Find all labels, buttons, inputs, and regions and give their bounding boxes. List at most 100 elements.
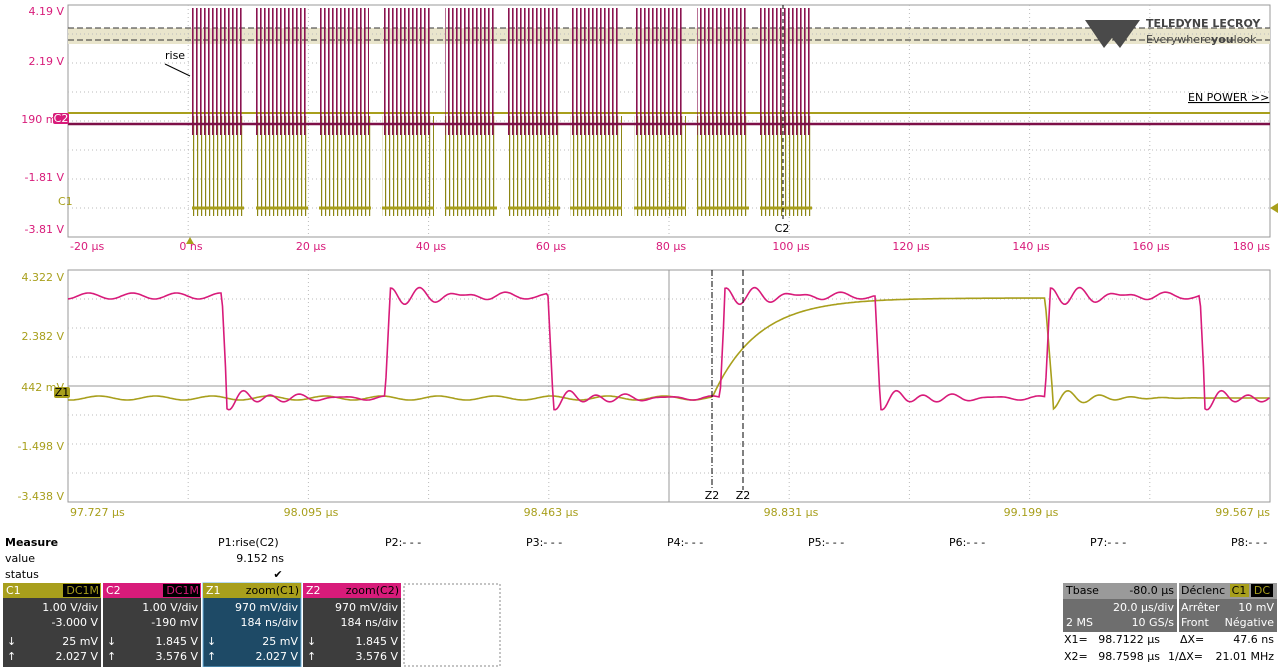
measure-header: P6:- - - [949,536,985,549]
measure-header: P4:- - - [667,536,703,549]
channel-scale: 1.00 V/div [42,601,98,614]
z1-marker: Z1 [55,386,70,399]
cursor-readout: 1/ΔX= [1168,650,1203,663]
cursor-readout: 21.01 MHz [1215,650,1274,663]
trig-src-box [1230,584,1249,597]
arrow: ↓ [7,635,16,648]
rise-label: rise [165,49,185,62]
tagline-part: Everywhere [1146,33,1211,46]
tag-box [63,584,100,597]
measure-header: P3:- - - [526,536,562,549]
annotation: EN POWER >> [1188,91,1269,104]
x-tick-label: 180 µs [1233,240,1270,253]
y-tick-label: -1.81 V [25,171,65,184]
cursor-readout: X2= [1064,650,1088,663]
channel-low: 1.845 V [355,635,398,648]
channel-high: 3.576 V [355,650,398,663]
x-tick-label: -20 µs [70,240,104,253]
cursor-readout: 98.7122 µs [1098,633,1160,646]
x-tick-label: 140 µs [1012,240,1049,253]
c2-burst [319,8,369,135]
arrow: ↓ [207,635,216,648]
x-tick-label: 99.199 µs [1004,506,1059,519]
zero-arrow [186,237,194,244]
channel-high: 2.027 V [55,650,98,663]
trig-slope: Négative [1225,616,1275,629]
c2-burst [570,8,620,135]
trigger-arrow [1270,203,1278,213]
x-tick-label: 40 µs [416,240,446,253]
c2-burst [697,8,747,135]
y-tick-label: -1.498 V [18,440,65,453]
x-tick-label: 160 µs [1132,240,1169,253]
measure-header: P1:rise(C2) [218,536,279,549]
channel-high: 2.027 V [255,650,298,663]
channel-scale: 1.00 V/div [142,601,198,614]
arrow: ↓ [107,635,116,648]
channel-tag: DC1M [66,584,99,597]
channel-low: 25 mV [262,635,298,648]
channel-tag: zoom(C2) [346,584,399,597]
arrow: ↑ [107,650,116,663]
x-tick-label: 97.727 µs [70,506,125,519]
z2-trace [67,286,1270,411]
measure-header: P5:- - - [808,536,844,549]
channel-tag: DC1M [166,584,199,597]
measure-header: P7:- - - [1090,536,1126,549]
cursor-label: C2 [775,222,790,235]
trig-coupling: DC [1254,584,1270,597]
y-tick-label: 442 mV [21,381,64,394]
x-tick-label: 60 µs [536,240,566,253]
trig-source: C1 [1232,584,1247,597]
cursor-readout: ΔX= [1180,633,1204,646]
c2-marker-box [53,113,69,124]
cursor-label: Z2 [705,489,720,502]
z1-marker-box [54,387,70,398]
c1-marker: C1 [58,195,73,208]
tb-delay: -80.0 µs [1129,584,1174,597]
measure-header: Measure [5,536,58,549]
trig-level: 10 mV [1238,601,1274,614]
y-tick-label: 4.19 V [28,5,64,18]
c2-burst [634,8,684,135]
rise-pointer [164,63,191,77]
y-tick-label: 4.322 V [21,271,64,284]
c2-burst [192,8,242,135]
channel-scale: 970 mV/div [335,601,398,614]
channel-name: Z1 [206,584,221,597]
channel-low: 1.845 V [155,635,198,648]
channel-scale: 970 mV/div [235,601,298,614]
brand: TELEDYNE LECROY [1146,17,1261,30]
c2-burst [445,8,495,135]
c2-burst [508,8,558,135]
x-tick-label: 100 µs [772,240,809,253]
channel-high: 3.576 V [155,650,198,663]
timebase-header [1063,583,1177,599]
tagline-part: look [1234,33,1258,46]
c2-burst [382,8,432,135]
tagline: Everywhereyoulook [1146,33,1257,46]
trig-cpl-box [1251,584,1273,597]
logo-mark [1085,20,1140,48]
channel-offset: 184 ns/div [241,616,299,629]
x-tick-label: 0 ns [179,240,202,253]
y-tick-label: 2.19 V [28,55,64,68]
cursor-readout: 98.7598 µs [1098,650,1160,663]
channel-offset: -190 mV [151,616,198,629]
y-tick-label: -3.81 V [25,223,65,236]
c2-marker: C2 [54,112,69,125]
arrow: ↑ [207,650,216,663]
channel-header [303,583,401,598]
c2-burst [256,8,306,135]
channel-offset: -3.000 V [52,616,99,629]
x-tick-label: 20 µs [296,240,326,253]
tagline-part: you [1211,33,1234,46]
cursor-readout: X1= [1064,633,1088,646]
c2-burst [760,8,810,135]
cursor-label: Z2 [736,489,751,502]
channel-header [203,583,301,598]
trig-type: Front [1181,616,1210,629]
status-icon: ✔ [273,568,282,581]
y-tick-label: 2.382 V [21,330,64,343]
